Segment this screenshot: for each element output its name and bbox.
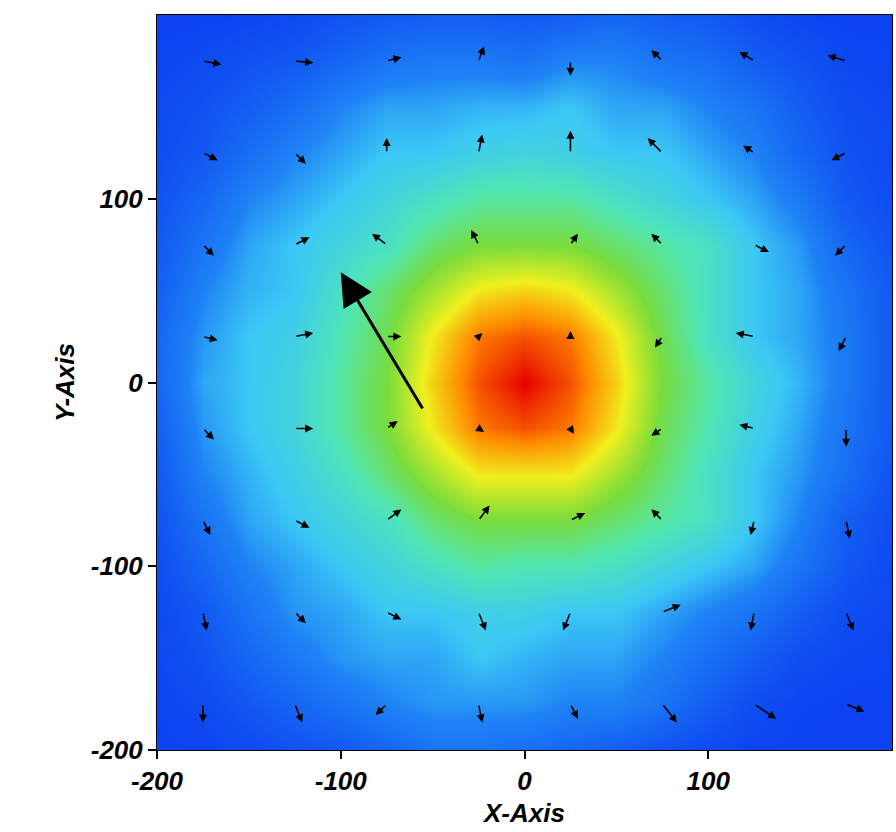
svg-text:-200: -200 bbox=[131, 766, 184, 796]
svg-text:-100: -100 bbox=[315, 766, 368, 796]
svg-text:100: 100 bbox=[687, 766, 731, 796]
svg-text:100: 100 bbox=[99, 184, 143, 214]
svg-text:0: 0 bbox=[517, 766, 532, 796]
svg-text:-100: -100 bbox=[91, 551, 144, 581]
svg-text:X-Axis: X-Axis bbox=[482, 798, 565, 828]
svg-text:-200: -200 bbox=[91, 735, 144, 765]
svg-text:Y-Axis: Y-Axis bbox=[50, 343, 80, 422]
svg-text:0: 0 bbox=[128, 368, 143, 398]
